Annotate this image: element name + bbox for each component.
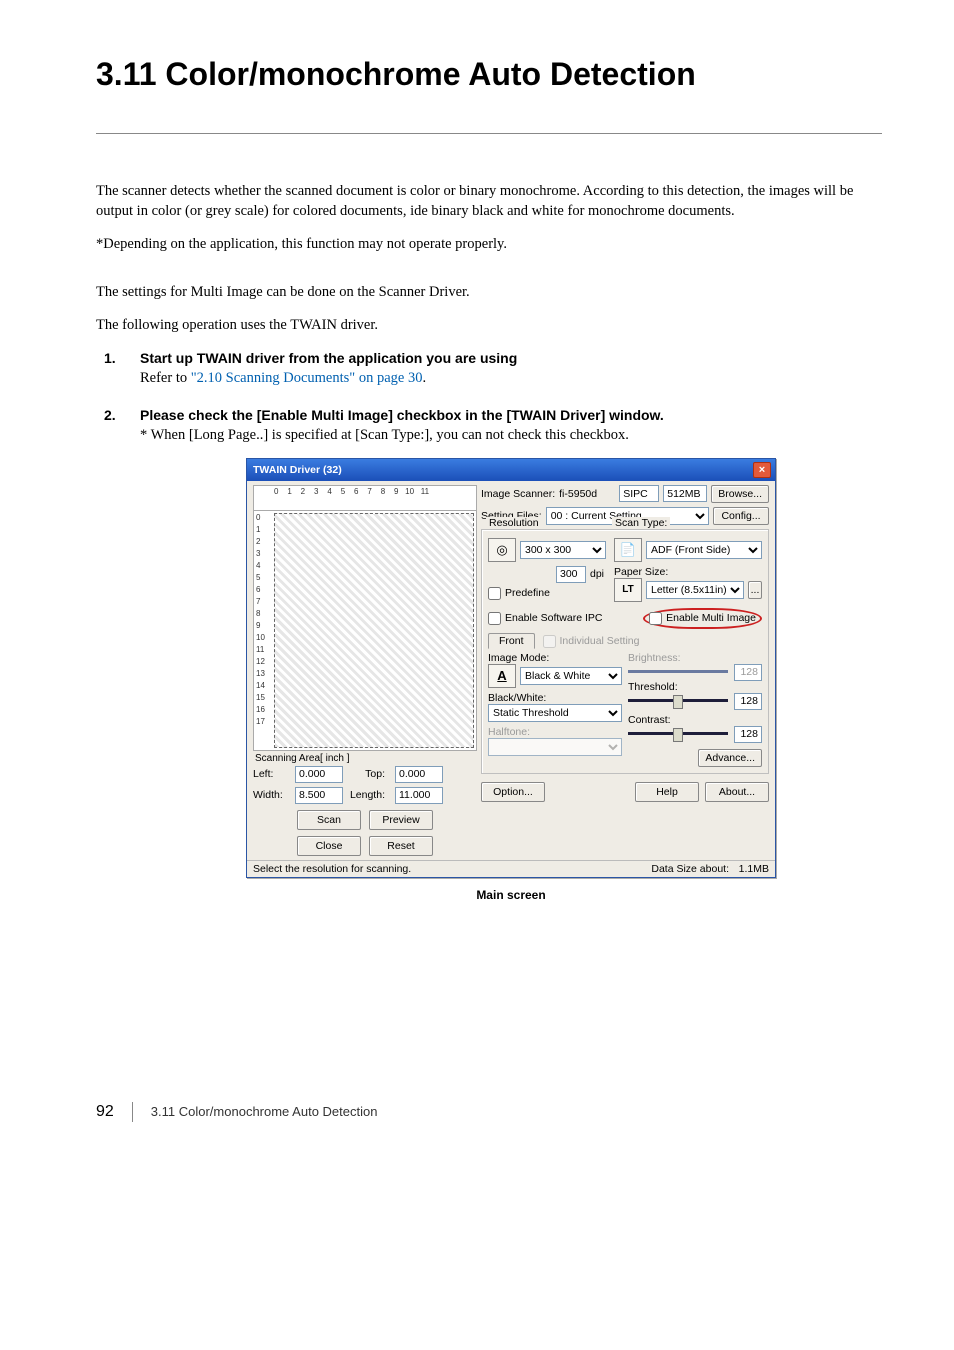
black-white-combo[interactable]: Static Threshold bbox=[488, 704, 622, 722]
step-2: Please check the [Enable Multi Image] ch… bbox=[96, 407, 882, 902]
config-button[interactable]: Config... bbox=[713, 507, 769, 525]
about-button[interactable]: About... bbox=[705, 782, 769, 802]
sipc-field bbox=[619, 485, 659, 502]
image-mode-combo[interactable]: Black & White bbox=[520, 667, 622, 685]
dialog-titlebar: TWAIN Driver (32) × bbox=[247, 459, 775, 481]
left-label: Left: bbox=[253, 768, 289, 780]
papersize-combo[interactable]: Letter (8.5x11in) bbox=[646, 581, 744, 599]
step-2-subnote: * When [Long Page..] is specified at [Sc… bbox=[140, 427, 882, 444]
width-input[interactable] bbox=[295, 787, 343, 804]
paper-preview[interactable] bbox=[274, 513, 474, 748]
scan-area-label: Scanning Area[ inch ] bbox=[255, 753, 477, 764]
papersize-more-button[interactable]: ... bbox=[748, 581, 762, 599]
scantype-legend: Scan Type: bbox=[612, 517, 670, 529]
twain-driver-dialog: TWAIN Driver (32) × 0 1 2 3 4 5 6 7 8 9 … bbox=[246, 458, 776, 878]
brightness-slider bbox=[628, 664, 728, 680]
resolution-icon: ◎ bbox=[488, 538, 516, 562]
close-icon[interactable]: × bbox=[753, 462, 771, 478]
scantype-icon: 📄 bbox=[614, 538, 642, 562]
individual-setting-label: Individual Setting bbox=[560, 635, 640, 647]
software-ipc-checkbox[interactable] bbox=[488, 612, 501, 625]
length-label: Length: bbox=[349, 789, 389, 801]
width-label: Width: bbox=[253, 789, 289, 801]
scanning-documents-xref[interactable]: "2.10 Scanning Documents" on page 30 bbox=[191, 370, 423, 386]
preview-area: 0 1 2 3 4 5 6 7 8 9 10 11 12 13 14 15 16… bbox=[253, 511, 477, 751]
dpi-label: dpi bbox=[590, 568, 604, 580]
operation-paragraph: The following operation uses the TWAIN d… bbox=[96, 316, 882, 336]
statusbar-message: Select the resolution for scanning. bbox=[253, 863, 411, 875]
dialog-title: TWAIN Driver (32) bbox=[253, 464, 342, 476]
predefine-checkbox[interactable] bbox=[488, 587, 501, 600]
footer-divider bbox=[132, 1102, 133, 1122]
imagemode-icon: A bbox=[488, 664, 516, 688]
top-label: Top: bbox=[349, 768, 389, 780]
resolution-legend: Resolution bbox=[486, 517, 542, 529]
image-scanner-label: Image Scanner: bbox=[481, 488, 555, 500]
threshold-slider[interactable] bbox=[628, 693, 728, 709]
halftone-combo bbox=[488, 738, 622, 756]
threshold-value[interactable] bbox=[734, 693, 762, 710]
step-1-desc: Refer to "2.10 Scanning Documents" on pa… bbox=[140, 370, 882, 387]
statusbar-size-label: Data Size about: bbox=[651, 863, 729, 875]
memory-field bbox=[663, 485, 707, 502]
image-scanner-value: fi-5950d bbox=[559, 488, 597, 500]
intro-paragraph: The scanner detects whether the scanned … bbox=[96, 182, 882, 221]
figure-caption: Main screen bbox=[140, 888, 882, 902]
settings-paragraph: The settings for Multi Image can be done… bbox=[96, 283, 882, 303]
halftone-label: Halftone: bbox=[488, 726, 622, 738]
resolution-custom-input[interactable] bbox=[556, 566, 586, 583]
step-1-title: Start up TWAIN driver from the applicati… bbox=[140, 350, 882, 366]
top-input[interactable] bbox=[395, 766, 443, 783]
page-footer: 92 3.11 Color/monochrome Auto Detection bbox=[0, 1102, 954, 1122]
vertical-ruler: 0 1 2 3 4 5 6 7 8 9 10 11 12 13 14 15 16… bbox=[254, 511, 274, 750]
dependency-note: *Depending on the application, this func… bbox=[96, 235, 882, 255]
contrast-label: Contrast: bbox=[628, 714, 762, 726]
statusbar-size-value: 1.1MB bbox=[729, 863, 769, 875]
browse-button[interactable]: Browse... bbox=[711, 485, 769, 503]
page-heading: 3.11 Color/monochrome Auto Detection bbox=[96, 56, 882, 93]
resolution-combo[interactable]: 300 x 300 bbox=[520, 541, 606, 559]
predefine-label: Predefine bbox=[505, 587, 550, 599]
step-1-suffix: . bbox=[422, 370, 426, 386]
brightness-label: Brightness: bbox=[628, 652, 762, 664]
left-input[interactable] bbox=[295, 766, 343, 783]
papersize-icon: LT bbox=[614, 578, 642, 602]
black-white-label: Black/White: bbox=[488, 692, 622, 704]
software-ipc-label: Enable Software IPC bbox=[505, 612, 602, 624]
contrast-slider[interactable] bbox=[628, 726, 728, 742]
reset-button[interactable]: Reset bbox=[369, 836, 433, 856]
brightness-value bbox=[734, 664, 762, 681]
horizontal-ruler: 0 1 2 3 4 5 6 7 8 9 10 11 bbox=[253, 485, 477, 511]
heading-divider bbox=[96, 133, 882, 134]
individual-setting-checkbox bbox=[543, 635, 556, 648]
option-button[interactable]: Option... bbox=[481, 782, 545, 802]
enable-multi-image-checkbox[interactable] bbox=[649, 612, 662, 625]
length-input[interactable] bbox=[395, 787, 443, 804]
step-1-prefix: Refer to bbox=[140, 370, 191, 386]
scan-button[interactable]: Scan bbox=[297, 810, 361, 830]
running-header: 3.11 Color/monochrome Auto Detection bbox=[151, 1104, 378, 1119]
step-2-title: Please check the [Enable Multi Image] ch… bbox=[140, 407, 882, 423]
scantype-combo[interactable]: ADF (Front Side) bbox=[646, 541, 762, 559]
image-mode-label: Image Mode: bbox=[488, 652, 622, 664]
close-button[interactable]: Close bbox=[297, 836, 361, 856]
page-number: 92 bbox=[96, 1103, 114, 1121]
help-button[interactable]: Help bbox=[635, 782, 699, 802]
step-1: Start up TWAIN driver from the applicati… bbox=[96, 350, 882, 387]
multi-image-callout: Enable Multi Image bbox=[643, 608, 762, 629]
advance-button[interactable]: Advance... bbox=[698, 749, 762, 767]
papersize-label: Paper Size: bbox=[614, 566, 762, 578]
front-tab[interactable]: Front bbox=[488, 633, 535, 649]
enable-multi-image-label: Enable Multi Image bbox=[666, 612, 756, 624]
threshold-label: Threshold: bbox=[628, 681, 762, 693]
preview-button[interactable]: Preview bbox=[369, 810, 433, 830]
contrast-value[interactable] bbox=[734, 726, 762, 743]
